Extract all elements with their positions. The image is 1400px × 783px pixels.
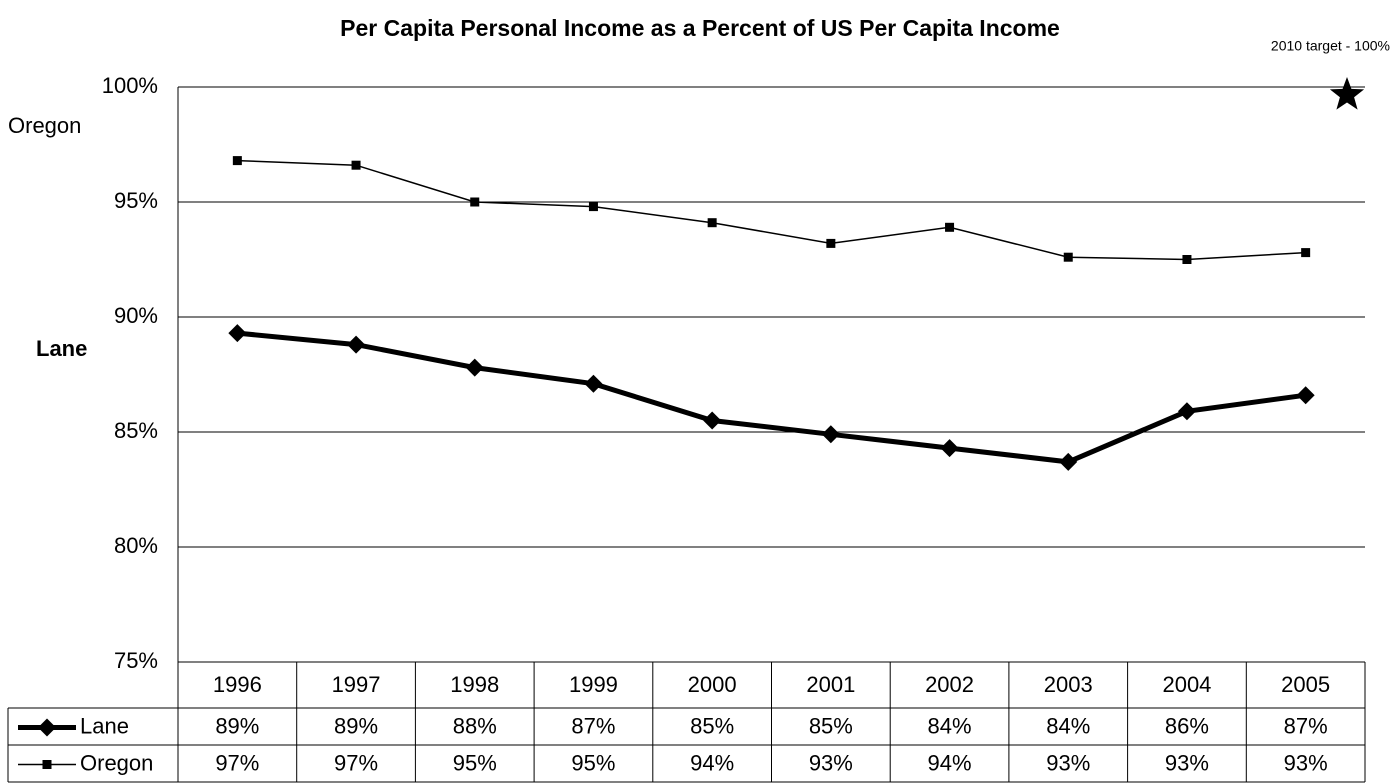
x-tick-label: 2005 [1281,672,1330,697]
square-marker [588,202,598,212]
x-tick-label: 1999 [569,672,618,697]
diamond-marker [347,335,366,354]
table-value: 94% [690,750,734,775]
diamond-marker [465,358,484,377]
diamond-marker [228,324,247,343]
square-marker [707,218,717,228]
x-tick-label: 1996 [213,672,262,697]
lane-label: Lane [36,336,87,361]
square-marker [351,160,361,170]
table-value: 84% [1046,713,1090,738]
square-marker [945,222,955,232]
table-value: 88% [453,713,497,738]
oregon-label: Oregon [8,113,81,138]
y-tick-label: 95% [114,188,158,213]
x-tick-label: 2000 [688,672,737,697]
diamond-marker [940,439,959,458]
chart-title: Per Capita Personal Income as a Percent … [340,15,1060,41]
table-value: 89% [334,713,378,738]
diamond-marker [1059,452,1078,471]
table-value: 85% [690,713,734,738]
table-value: 85% [809,713,853,738]
table-value: 95% [571,750,615,775]
table-value: 93% [1284,750,1328,775]
square-marker [470,197,480,207]
diamond-marker [1296,386,1315,405]
square-marker [1182,255,1192,264]
target-star [1329,77,1365,110]
target-label: 2010 target - 100% [1271,38,1390,54]
table-value: 93% [1165,750,1209,775]
square-marker [232,156,242,166]
series-line [237,330,1306,465]
table-value: 87% [571,713,615,738]
diamond-marker [821,425,840,444]
square-marker [826,238,836,248]
table-value: 93% [1046,750,1090,775]
y-tick-label: 80% [114,533,158,558]
legend-label: Oregon [80,750,153,775]
x-tick-label: 2001 [806,672,855,697]
square-marker [1301,248,1311,258]
table-value: 97% [334,750,378,775]
diamond-marker [584,374,603,393]
series-line [237,159,1306,261]
table-value: 86% [1165,713,1209,738]
y-tick-label: 85% [114,418,158,443]
y-tick-label: 100% [102,73,158,98]
table-value: 95% [453,750,497,775]
y-tick-label: 75% [114,648,158,673]
table-value: 94% [928,750,972,775]
x-tick-label: 1998 [450,672,499,697]
y-tick-label: 90% [114,303,158,328]
square-marker [1063,252,1073,262]
diamond-marker [703,411,722,430]
table-value: 87% [1284,713,1328,738]
x-tick-label: 2002 [925,672,974,697]
x-tick-label: 2003 [1044,672,1093,697]
x-tick-label: 1997 [332,672,381,697]
square-marker [42,760,52,769]
legend-label: Lane [80,713,129,738]
table-value: 89% [215,713,259,738]
table-value: 93% [809,750,853,775]
table-value: 97% [215,750,259,775]
table-value: 84% [928,713,972,738]
x-tick-label: 2004 [1162,672,1211,697]
diamond-marker [38,718,56,737]
diamond-marker [1177,402,1196,421]
